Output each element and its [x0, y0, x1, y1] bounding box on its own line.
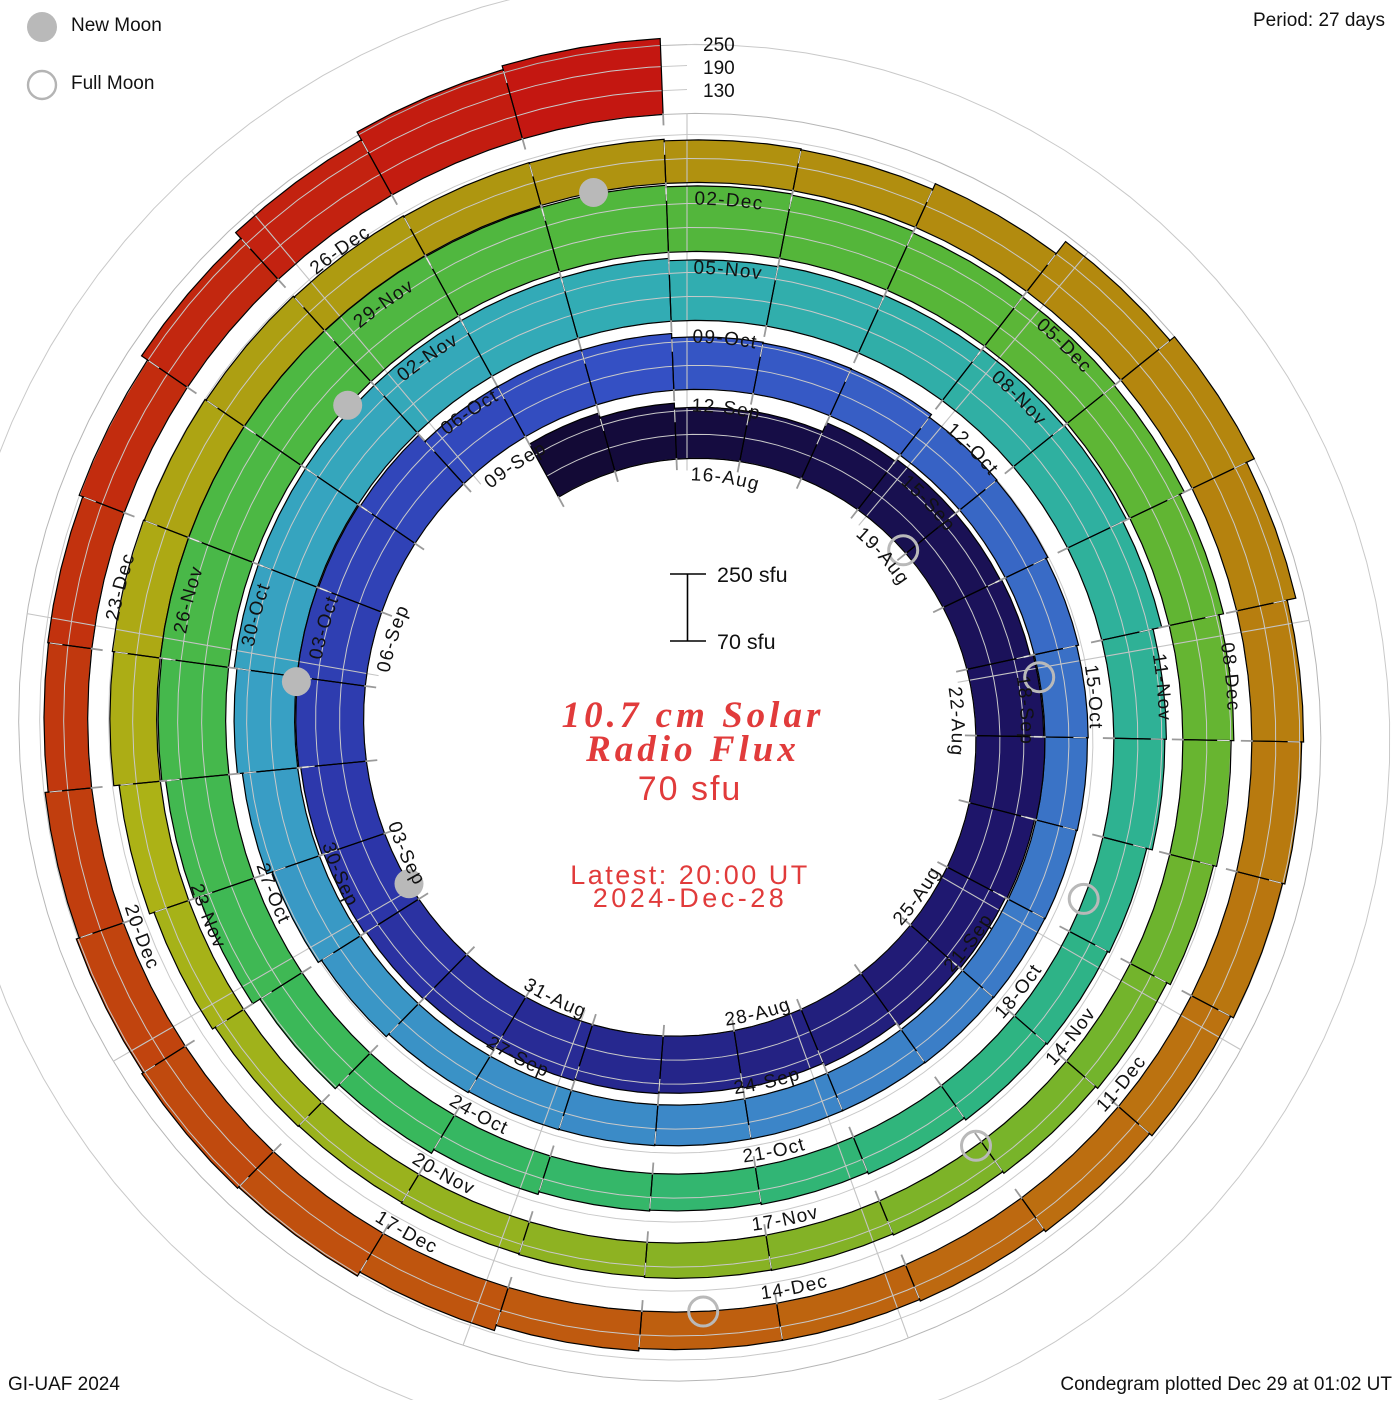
- svg-text:130: 130: [703, 81, 735, 102]
- svg-text:New Moon: New Moon: [71, 15, 162, 36]
- svg-text:70 sfu: 70 sfu: [638, 770, 743, 808]
- svg-text:22-Aug: 22-Aug: [944, 685, 968, 757]
- svg-text:250 sfu: 250 sfu: [717, 563, 788, 587]
- svg-text:GI-UAF 2024: GI-UAF 2024: [8, 1374, 120, 1395]
- svg-text:Condegram plotted Dec 29 at 01: Condegram plotted Dec 29 at 01:02 UT: [1060, 1374, 1392, 1395]
- svg-text:Full Moon: Full Moon: [71, 73, 154, 94]
- svg-text:2024-Dec-28: 2024-Dec-28: [593, 883, 788, 913]
- svg-text:70 sfu: 70 sfu: [717, 630, 776, 654]
- svg-text:Radio Flux: Radio Flux: [585, 729, 800, 770]
- svg-text:190: 190: [703, 58, 735, 79]
- svg-text:Period: 27 days: Period: 27 days: [1253, 10, 1385, 31]
- svg-text:250: 250: [703, 35, 735, 56]
